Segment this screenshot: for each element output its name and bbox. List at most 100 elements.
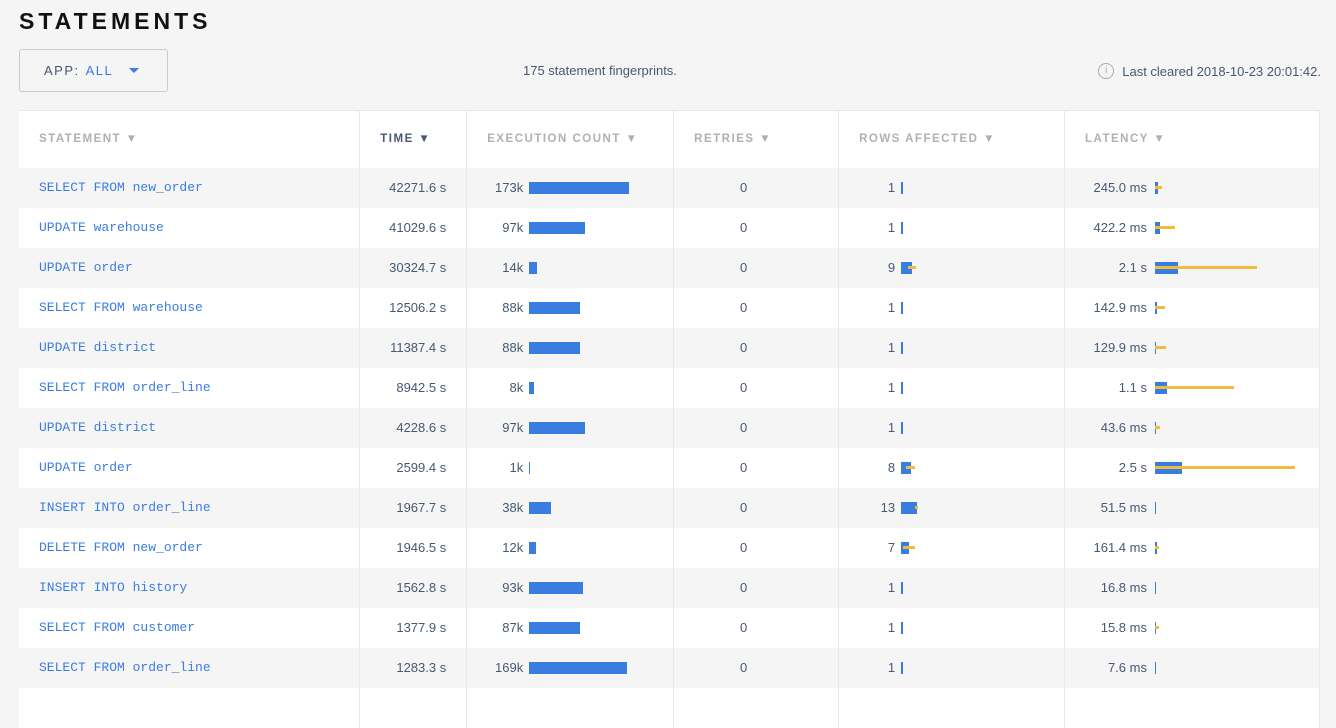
retries-value: 0	[673, 167, 840, 208]
rows-affected-value: 1	[887, 340, 896, 355]
latency-value: 2.1 s	[1118, 260, 1147, 275]
execution-count-value: 87k	[502, 620, 524, 635]
rows-mean-bar	[901, 661, 903, 674]
time-value: 1562.8 s	[359, 567, 468, 608]
rows-stddev-bar	[905, 465, 916, 469]
statement-link[interactable]: UPDATE district	[39, 420, 157, 435]
table-row: UPDATE warehouse 41029.6 s 97k 0 1 422.2…	[19, 207, 1321, 248]
execution-count-bar	[529, 421, 586, 434]
statement-link[interactable]: SELECT FROM new_order	[39, 180, 203, 195]
table-row	[19, 687, 1321, 728]
rows-mean-bar	[901, 261, 912, 274]
column-header-retries[interactable]: RETRIES ▼	[673, 110, 840, 168]
statement-link[interactable]: SELECT FROM order_line	[39, 380, 211, 395]
rows-affected-value: 9	[887, 260, 896, 275]
execution-count-value: 88k	[502, 300, 524, 315]
time-value: 12506.2 s	[359, 287, 468, 328]
time-value: 42271.6 s	[359, 167, 468, 208]
table-row: SELECT FROM order_line 1283.3 s 169k 0 1…	[19, 647, 1321, 688]
rows-affected-value: 1	[887, 660, 896, 675]
table-row: INSERT INTO history 1562.8 s 93k 0 1 16.…	[19, 567, 1321, 608]
column-header-time[interactable]: TIME ▼	[359, 110, 468, 168]
rows-affected-value: 7	[887, 540, 896, 555]
rows-affected-value: 1	[887, 180, 896, 195]
retries-value: 0	[673, 367, 840, 408]
execution-count-bar	[529, 221, 586, 234]
retries-value: 0	[673, 287, 840, 328]
statement-link[interactable]: UPDATE order	[39, 460, 133, 475]
rows-affected-value: 1	[887, 420, 896, 435]
statement-link[interactable]: UPDATE order	[39, 260, 133, 275]
retries-value: 0	[673, 447, 840, 488]
statement-link[interactable]: DELETE FROM new_order	[39, 540, 203, 555]
time-value: 30324.7 s	[359, 247, 468, 288]
latency-value: 422.2 ms	[1093, 220, 1147, 235]
execution-count-value: 88k	[502, 340, 524, 355]
column-header-rows-affected[interactable]: ROWS AFFECTED ▼	[838, 110, 1065, 168]
column-header-latency[interactable]: LATENCY ▼	[1064, 110, 1321, 168]
execution-count-bar	[529, 541, 537, 554]
table-row: UPDATE order 2599.4 s 1k 0 8 2.5 s	[19, 447, 1321, 488]
execution-count-value: 93k	[502, 580, 524, 595]
execution-count-bar	[529, 301, 581, 314]
rows-mean-bar	[901, 221, 903, 234]
latency-value: 129.9 ms	[1093, 340, 1147, 355]
execution-count-bar	[529, 261, 538, 274]
retries-value: 0	[673, 607, 840, 648]
rows-affected-value: 13	[880, 500, 896, 515]
table-row: SELECT FROM customer 1377.9 s 87k 0 1 15…	[19, 607, 1321, 648]
rows-mean-bar	[901, 381, 903, 394]
caret-down-icon	[129, 68, 140, 73]
table-row: INSERT INTO order_line 1967.7 s 38k 0 13…	[19, 487, 1321, 528]
column-header-execution-count[interactable]: EXECUTION COUNT ▼	[466, 110, 675, 168]
last-cleared-text: Last cleared 2018-10-23 20:01:42.	[1122, 63, 1321, 79]
latency-stddev-bar	[1154, 185, 1163, 189]
latency-mean-bar	[1154, 661, 1157, 674]
statement-link[interactable]: SELECT FROM warehouse	[39, 300, 203, 315]
latency-value: 16.8 ms	[1100, 580, 1147, 595]
execution-count-bar	[529, 341, 581, 354]
execution-count-bar	[529, 381, 534, 394]
execution-count-value: 173k	[495, 180, 524, 195]
execution-count-bar	[529, 661, 627, 674]
latency-stddev-bar	[1154, 625, 1159, 629]
rows-affected-value: 1	[887, 580, 896, 595]
execution-count-bar	[529, 501, 552, 514]
rows-mean-bar	[901, 341, 903, 354]
time-value: 8942.5 s	[359, 367, 468, 408]
table-row: SELECT FROM order_line 8942.5 s 8k 0 1 1…	[19, 367, 1321, 408]
execution-count-value: 38k	[502, 500, 524, 515]
column-header-statement[interactable]: STATEMENT ▼	[19, 110, 361, 168]
statement-link[interactable]: SELECT FROM order_line	[39, 660, 211, 675]
retries-value: 0	[673, 487, 840, 528]
time-value: 1967.7 s	[359, 487, 468, 528]
statement-link[interactable]: UPDATE district	[39, 340, 157, 355]
execution-count-value: 12k	[502, 540, 524, 555]
rows-affected-value: 1	[887, 300, 896, 315]
latency-mean-bar	[1154, 501, 1157, 514]
statement-link[interactable]: INSERT INTO history	[39, 580, 188, 595]
retries-value: 0	[673, 207, 840, 248]
statement-link[interactable]: UPDATE warehouse	[39, 220, 164, 235]
retries-value: 0	[673, 647, 840, 688]
app-filter-dropdown[interactable]: APP: ALL	[19, 49, 168, 92]
table-row: SELECT FROM warehouse 12506.2 s 88k 0 1 …	[19, 287, 1321, 328]
latency-stddev-bar	[1154, 345, 1166, 349]
table-row: SELECT FROM new_order 42271.6 s 173k 0 1…	[19, 167, 1321, 208]
rows-mean-bar	[901, 301, 903, 314]
execution-count-bar	[529, 461, 530, 474]
fingerprint-count: 175 statement fingerprints.	[523, 63, 677, 78]
statement-link[interactable]: INSERT INTO order_line	[39, 500, 211, 515]
time-value: 1377.9 s	[359, 607, 468, 648]
latency-value: 142.9 ms	[1093, 300, 1147, 315]
rows-stddev-bar	[907, 265, 917, 269]
rows-stddev-bar	[914, 505, 919, 509]
info-icon[interactable]: i	[1098, 63, 1115, 79]
retries-value: 0	[673, 407, 840, 448]
rows-affected-value: 1	[887, 620, 896, 635]
latency-stddev-bar	[1154, 305, 1165, 309]
statement-link[interactable]: SELECT FROM customer	[39, 620, 196, 635]
last-cleared: i Last cleared 2018-10-23 20:01:42.	[1098, 63, 1321, 79]
time-value: 1946.5 s	[359, 527, 468, 568]
rows-affected-value: 8	[887, 460, 896, 475]
